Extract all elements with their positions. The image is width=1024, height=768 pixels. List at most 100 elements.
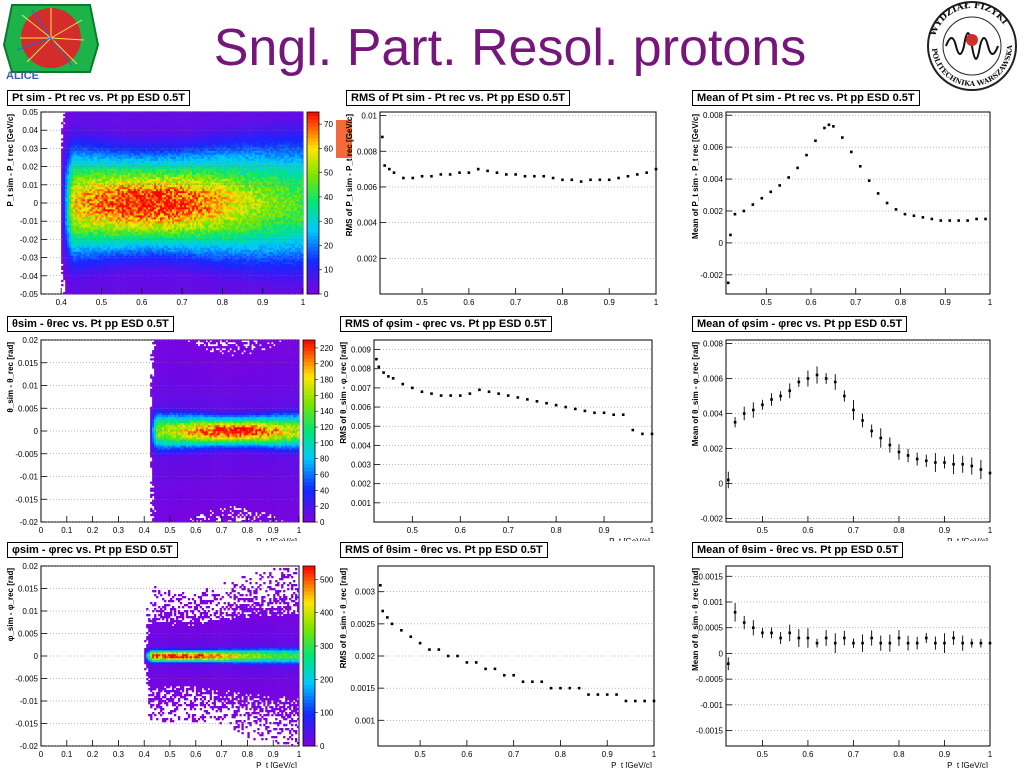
data-point xyxy=(467,171,471,174)
data-point xyxy=(870,636,873,640)
data-point xyxy=(377,365,381,369)
y-tick-label: 0.007 xyxy=(351,384,372,393)
x-tick-label: 0.9 xyxy=(602,750,614,759)
data-point xyxy=(879,436,883,440)
palette-tick-label: 200 xyxy=(320,360,333,369)
y-tick-label: -0.005 xyxy=(15,450,38,459)
data-point xyxy=(824,377,828,380)
data-point xyxy=(769,190,773,194)
data-point xyxy=(970,464,974,468)
data-point xyxy=(564,405,568,409)
data-point xyxy=(583,409,587,413)
data-point xyxy=(448,173,452,176)
data-point xyxy=(885,201,889,205)
data-point xyxy=(861,641,864,645)
data-point xyxy=(761,403,764,407)
y-tick-label: 0.002 xyxy=(703,207,724,216)
data-point xyxy=(503,673,506,677)
y-tick-label: 0 xyxy=(34,199,39,208)
data-point xyxy=(742,209,746,213)
data-point xyxy=(596,693,600,696)
x-tick-label: 0.5 xyxy=(96,298,108,307)
data-point xyxy=(458,394,462,397)
data-point xyxy=(833,380,837,384)
color-palette: 0 10 20 30 40 50 60 70 xyxy=(306,111,333,299)
data-point xyxy=(948,219,952,222)
data-point xyxy=(888,443,892,447)
data-point xyxy=(375,357,378,361)
data-point xyxy=(495,171,499,174)
data-point xyxy=(535,400,539,403)
alice-logo: ALICE xyxy=(2,0,100,90)
data-point xyxy=(770,398,773,401)
x-axis-label: P_t [GeV/c] xyxy=(947,309,988,310)
x-tick-label: 0.7 xyxy=(848,750,860,759)
data-points xyxy=(726,366,992,489)
data-point xyxy=(751,203,755,206)
data-point xyxy=(912,214,916,218)
data-point xyxy=(824,636,828,640)
palette-tick-label: 0 xyxy=(320,742,325,751)
y-tick-label: -0.0005 xyxy=(696,675,724,684)
x-tick-label: 0.8 xyxy=(555,750,567,759)
x-tick-label: 0.8 xyxy=(557,298,569,307)
data-point xyxy=(961,641,964,645)
data-point xyxy=(574,407,577,411)
palette-tick-label: 60 xyxy=(324,144,333,153)
data-point xyxy=(833,641,837,645)
x-tick-label: 0.6 xyxy=(136,298,148,307)
data-point xyxy=(411,386,414,390)
data-point xyxy=(867,179,871,182)
data-point xyxy=(484,667,487,671)
plot-title-p6: Mean of φsim - φrec vs. Pt pp ESD 0.5T xyxy=(692,316,908,332)
y-tick-label: 0.001 xyxy=(351,499,372,508)
data-point xyxy=(729,233,732,237)
data-point xyxy=(906,641,910,645)
data-point xyxy=(726,478,730,482)
data-point xyxy=(526,398,529,401)
x-tick-label: 0.8 xyxy=(551,526,563,535)
x-tick-label: 0.5 xyxy=(164,750,176,759)
y-tick-label: 0.001 xyxy=(355,716,376,725)
data-point xyxy=(814,139,817,143)
data-point xyxy=(626,174,630,178)
x-tick-label: 1 xyxy=(297,750,302,759)
data-point xyxy=(879,641,883,645)
y-tick-label: 0.05 xyxy=(22,108,38,117)
plot-panel-p2: 0.002 0.004 0.006 0.008 0.01 0.5 0.6 0.7 0.8 0.9 1… xyxy=(342,90,660,310)
x-tick-label: 0.4 xyxy=(56,298,68,307)
data-point xyxy=(934,641,937,645)
data-point xyxy=(726,662,730,666)
palette-tick-label: 400 xyxy=(320,609,333,618)
y-tick-label: 0 xyxy=(34,427,39,436)
data-point xyxy=(545,401,548,405)
data-point xyxy=(386,616,389,619)
plot-svg-p6: -0.002 0 0.002 0.004 0.006 0.008 0.5 0.6 0.7 0.8 0… xyxy=(691,339,993,541)
data-point xyxy=(401,382,405,386)
data-point xyxy=(468,392,472,395)
x-tick-label: 0.5 xyxy=(757,526,769,535)
data-point xyxy=(861,419,864,422)
x-axis-label: P_t [GeV/c] xyxy=(256,537,297,541)
x-tick-label: 0.6 xyxy=(463,298,475,307)
y-tick-label: 0.008 xyxy=(703,340,724,349)
data-point xyxy=(770,631,773,635)
x-tick-label: 1 xyxy=(297,526,302,535)
data-point xyxy=(593,411,596,415)
palette-tick-label: 120 xyxy=(320,423,333,432)
data-point xyxy=(915,641,919,645)
data-point xyxy=(390,622,394,626)
data-point xyxy=(430,174,433,178)
y-tick-label: -0.015 xyxy=(15,720,38,729)
x-tick-label: 0.7 xyxy=(850,298,862,307)
x-tick-label: 0.9 xyxy=(939,750,951,759)
plot-panel-p6: -0.002 0 0.002 0.004 0.006 0.008 0.5 0.6 0.7 0.8 0… xyxy=(688,316,1022,541)
plot-svg-p7: 0100200300400500-0.02-0.015-0.01-0.00500… xyxy=(6,562,333,768)
y-axis-label: RMS of θ_sim - θ_rec [rad] xyxy=(339,568,348,669)
x-tick-label: 0.5 xyxy=(757,750,769,759)
data-point xyxy=(823,126,826,130)
plot-panel-p7: 0 100 200 300 400 500 -0.02 -0.015 -0.01 -0.005 0 0… xyxy=(3,542,333,768)
plot-panel-p4: 0 20 40 60 80 100 120 140 160 180 200 220 -0.02 -0.01… xyxy=(3,316,333,541)
x-tick-label: 0.9 xyxy=(940,298,952,307)
data-point xyxy=(478,388,481,392)
